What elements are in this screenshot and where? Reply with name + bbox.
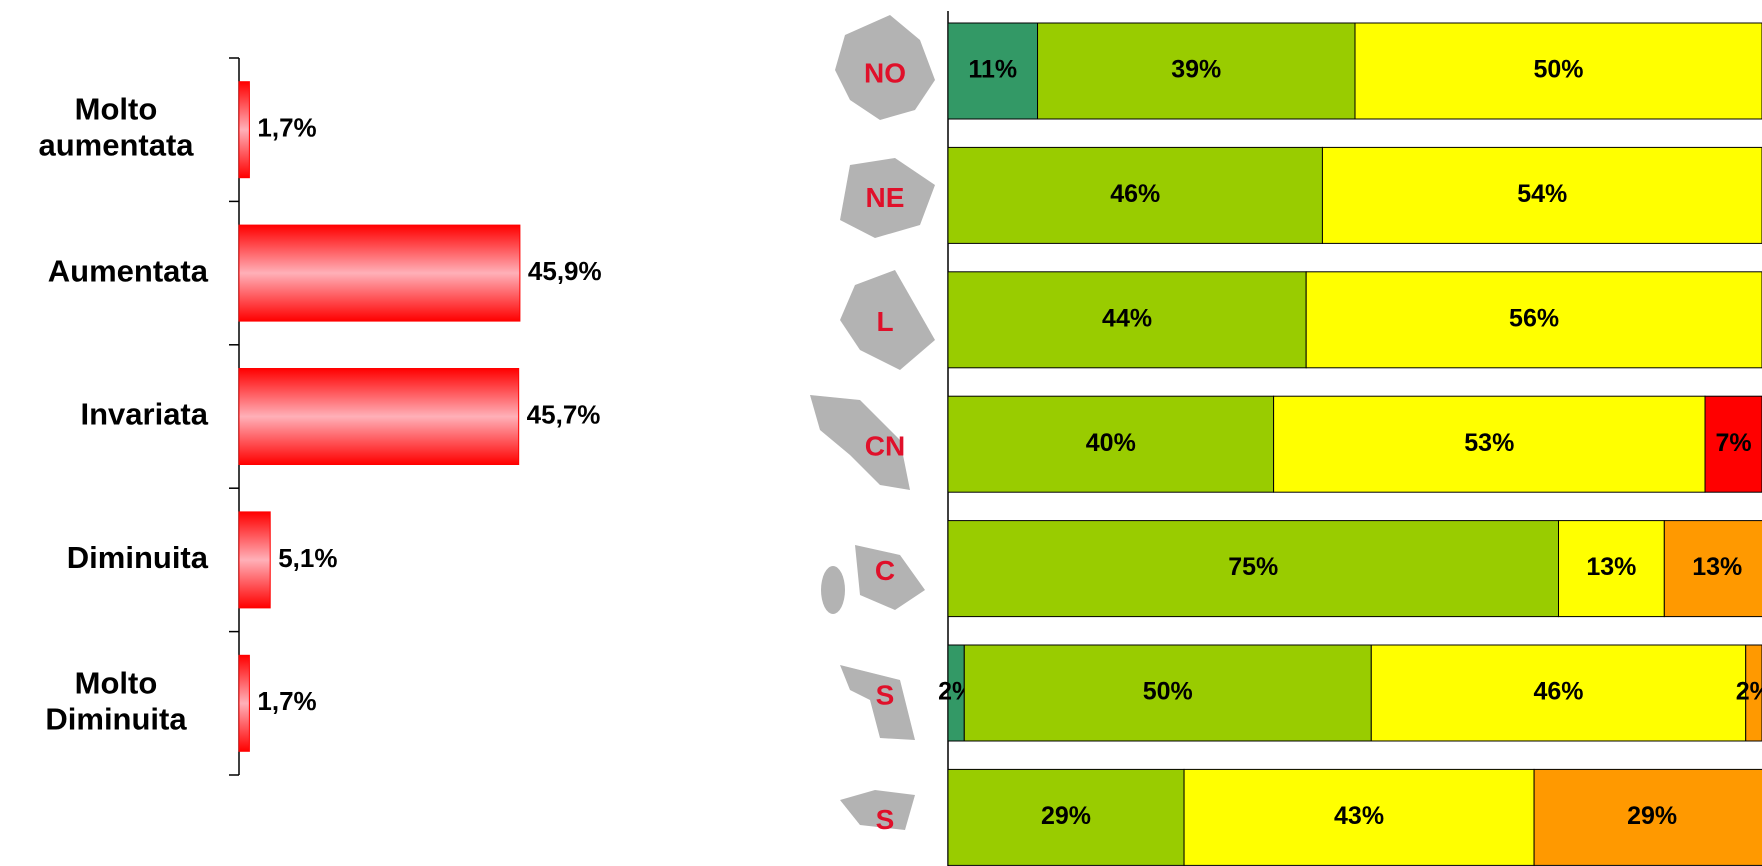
value-label: 5,1%	[278, 543, 337, 573]
map-shape	[855, 545, 925, 610]
region-label: NO	[864, 57, 906, 88]
bar-segment	[1037, 22, 1356, 120]
bar-segment	[947, 768, 1185, 866]
segment-label: 43%	[1334, 802, 1384, 830]
bar-segment	[947, 146, 1323, 244]
region-label: NE	[866, 182, 905, 213]
segment-label: 40%	[1086, 429, 1136, 457]
bar-segment	[1273, 395, 1706, 493]
region-label: L	[876, 306, 893, 337]
segment-label: 54%	[1517, 180, 1567, 208]
segment-label: 75%	[1228, 553, 1278, 581]
bar-segment	[1183, 768, 1535, 866]
category-label: Molto aumentata	[38, 92, 194, 163]
bar-segment	[947, 271, 1307, 369]
region-label: CN	[865, 431, 905, 462]
map-shape	[840, 270, 935, 370]
segment-label: 44%	[1102, 304, 1152, 332]
bar-segment	[947, 22, 1039, 120]
bar-segment	[1704, 395, 1762, 493]
segment-label: 29%	[1041, 802, 1091, 830]
segment-label: 7%	[1715, 429, 1751, 457]
category-label: Aumentata	[48, 253, 209, 288]
segment-label: 11%	[968, 56, 1017, 84]
segment-label: 46%	[1533, 678, 1583, 706]
segment-label: 46%	[1110, 180, 1160, 208]
value-label: 1,7%	[257, 113, 316, 143]
bar	[238, 511, 271, 609]
bar-segment	[1663, 520, 1762, 618]
segment-label: 56%	[1509, 304, 1559, 332]
region-label: C	[875, 555, 895, 586]
region-label: S	[876, 679, 895, 710]
segment-label: 13%	[1692, 553, 1742, 581]
segment-label: 13%	[1586, 553, 1636, 581]
segment-label: 29%	[1627, 802, 1677, 830]
bar-segment	[947, 395, 1275, 493]
bar-segment	[947, 520, 1559, 618]
category-label: Diminuita	[67, 540, 209, 575]
map-shape	[840, 790, 915, 830]
category-label: Molto Diminuita	[45, 665, 187, 736]
bar	[238, 224, 521, 322]
map-shape	[835, 15, 935, 120]
map-shape	[821, 566, 845, 614]
bar-segment	[1533, 768, 1762, 866]
bar	[238, 81, 250, 179]
segment-label: 39%	[1171, 56, 1221, 84]
bar-segment	[1370, 644, 1747, 742]
value-label: 1,7%	[257, 686, 316, 716]
bar-segment	[1354, 22, 1762, 120]
map-shape	[810, 395, 910, 490]
region-maps	[810, 15, 935, 830]
segment-label: 50%	[1533, 56, 1583, 84]
category-label: Invariata	[80, 397, 208, 432]
bar-segment	[963, 644, 1372, 742]
segment-label: 2%	[1736, 678, 1762, 706]
bar	[238, 654, 250, 752]
value-label: 45,9%	[528, 256, 602, 286]
segment-label: 50%	[1143, 678, 1193, 706]
map-shape	[840, 158, 935, 238]
value-label: 45,7%	[527, 399, 601, 429]
map-shape	[840, 665, 915, 740]
bar	[238, 368, 520, 465]
bar-segment	[1305, 271, 1762, 369]
region-label: S	[876, 804, 895, 835]
segment-label: 53%	[1464, 429, 1514, 457]
bar-segment	[1321, 146, 1762, 244]
